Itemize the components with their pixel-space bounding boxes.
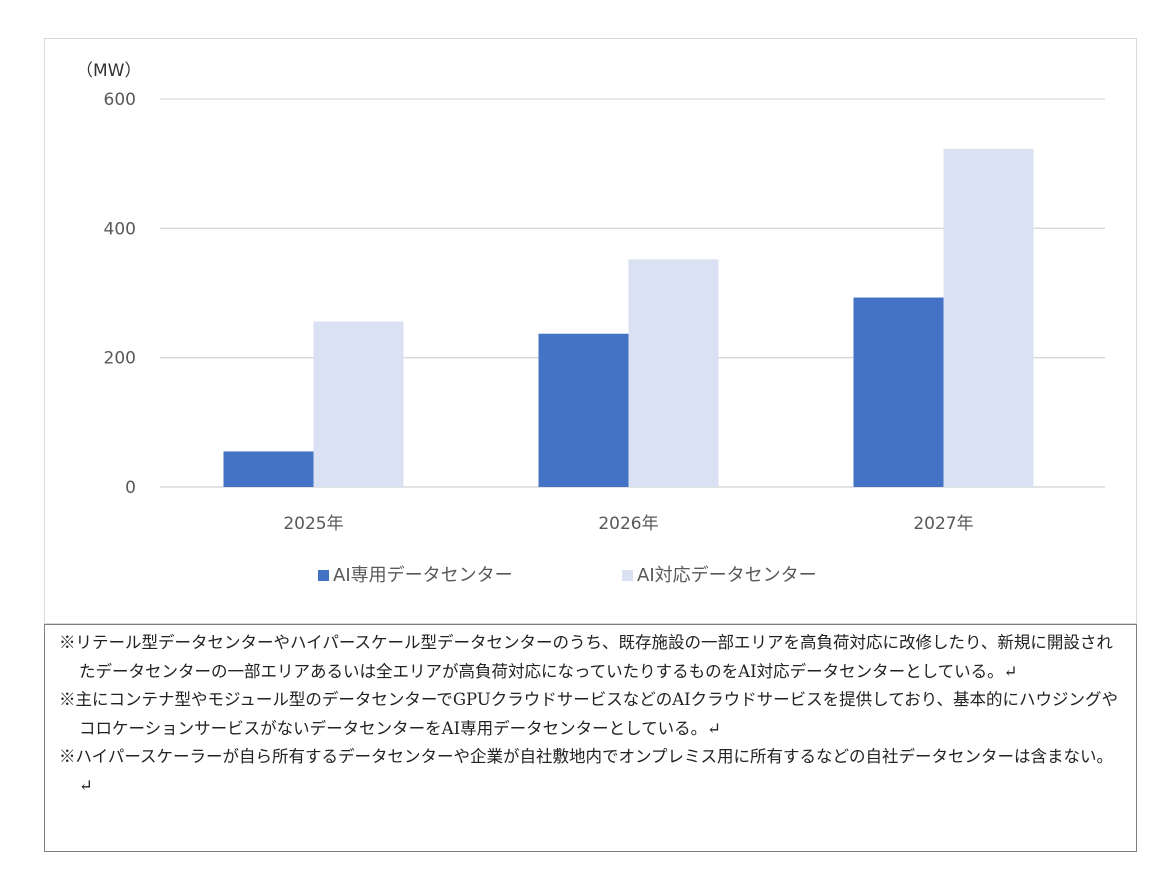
y-tick-label: 0 [125,478,136,498]
legend-swatch [318,570,329,581]
bar [313,321,404,487]
note-ai-ready: ※リテール型データセンターやハイパースケール型データセンターのうち、既存施設の一… [59,633,1113,681]
x-tick-label: 2027年 [913,514,973,534]
note-ai-dedicated: ※主にコンテナ型やモジュール型のデータセンターでGPUクラウドサービスなどのAI… [59,690,1119,738]
legend-label: AI対応データセンター [637,565,817,586]
bar-chart: （MW） 0 200 400 600 2025年 2026年 2027年 AI専用データセンター… [76,61,1105,586]
bar [538,333,629,487]
y-tick-label: 400 [104,219,136,239]
x-tick-label: 2025年 [283,514,343,534]
bar [223,451,314,487]
y-unit-label: （MW） [76,61,141,81]
y-tick-label: 200 [104,349,136,369]
legend-swatch [622,570,633,581]
x-tick-label: 2026年 [598,514,658,534]
notes-box: ※リテール型データセンターやハイパースケール型データセンターのうち、既存施設の一… [44,624,1137,852]
bar [943,148,1034,487]
legend-label: AI専用データセンター [333,565,513,586]
note-exclusion: ※ハイパースケーラーが自ら所有するデータセンターや企業が自社敷地内でオンプレミス… [59,747,1114,795]
y-tick-label: 600 [104,90,136,110]
bar [853,297,944,487]
bar [628,259,719,487]
chart-frame [44,38,1137,624]
